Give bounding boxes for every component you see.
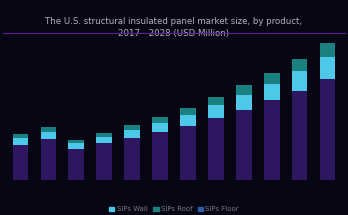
Bar [320,57,335,80]
Bar [69,149,84,180]
Bar [40,127,56,132]
Bar [96,137,112,143]
Bar [208,105,224,118]
Bar [264,100,279,180]
Bar [236,95,252,110]
Bar [40,132,56,139]
Bar [69,140,84,143]
Bar [236,85,252,95]
Bar [96,133,112,137]
Bar [292,91,308,180]
Bar [264,84,279,100]
Bar [292,58,308,71]
Bar [124,138,140,180]
Bar [40,139,56,180]
Bar [152,132,168,180]
Legend: SIPs Wall, SIPs Roof, SIPs Floor: SIPs Wall, SIPs Roof, SIPs Floor [106,204,242,215]
Bar [180,108,196,115]
Bar [152,117,168,123]
Bar [292,71,308,91]
Bar [264,72,279,84]
Bar [320,43,335,57]
Bar [208,118,224,180]
Bar [208,97,224,105]
Title: The U.S. structural insulated panel market size, by product,
2017 - 2028 (USD Mi: The U.S. structural insulated panel mark… [46,17,302,38]
Bar [69,143,84,149]
Bar [124,130,140,138]
Bar [180,115,196,126]
Bar [13,138,28,144]
Bar [13,134,28,138]
Bar [13,144,28,180]
Bar [236,110,252,180]
Bar [320,80,335,180]
Bar [96,143,112,180]
Bar [152,123,168,132]
Bar [124,126,140,130]
Bar [180,126,196,180]
